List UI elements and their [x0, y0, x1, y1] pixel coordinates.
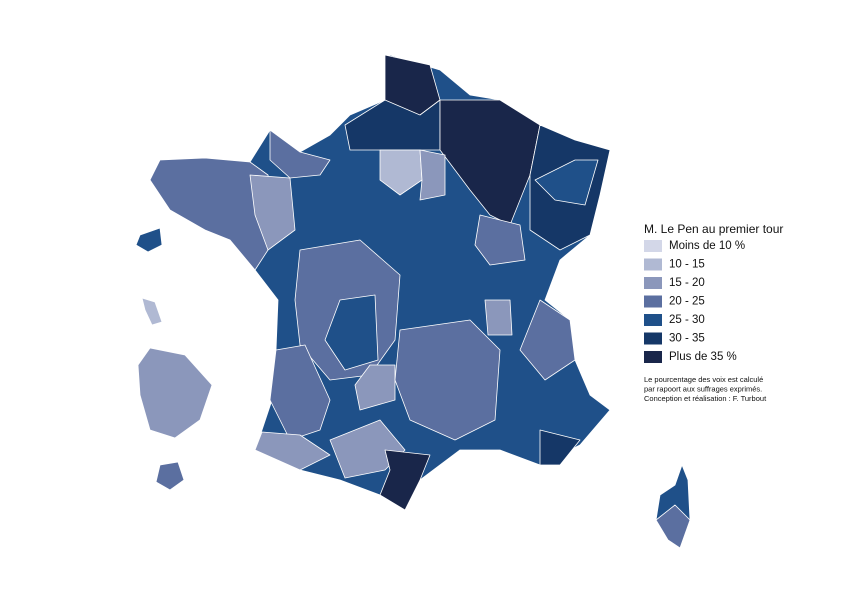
legend-swatch: [644, 277, 662, 289]
department: [379, 149, 423, 196]
legend-swatch: [644, 314, 662, 326]
department: [354, 364, 396, 411]
legend-swatch: [644, 295, 662, 308]
legend-swatch: [644, 240, 662, 252]
overseas: [141, 297, 163, 326]
legend-label: 25 - 30: [669, 314, 705, 326]
department: [324, 294, 379, 371]
department: [269, 344, 331, 441]
legend-swatch: [644, 258, 662, 271]
department: [269, 129, 331, 179]
department: [474, 214, 526, 266]
note-line: Le pourcentage des voix est calculé: [644, 375, 763, 384]
department: [655, 504, 691, 549]
department: [394, 319, 501, 441]
legend-label: Plus de 35 %: [669, 351, 737, 363]
legend: M. Le Pen au premier tour Moins de 10 % 1…: [644, 222, 783, 363]
department: [379, 449, 431, 511]
department: [254, 431, 331, 471]
note-line: par rapoort aux suffrages exprimés.: [644, 384, 762, 393]
department: [539, 429, 581, 466]
department: [419, 149, 446, 201]
legend-swatch: [644, 332, 662, 345]
legend-label: 30 - 35: [669, 333, 705, 345]
department: [149, 157, 276, 271]
note-line: Conception et réalisation : F. Turbout: [644, 394, 767, 403]
department: [249, 174, 296, 251]
department: [534, 159, 599, 206]
legend-label: 20 - 25: [669, 296, 705, 308]
legend-label: Moins de 10 %: [669, 240, 745, 252]
legend-label: 10 - 15: [669, 259, 705, 271]
legend-label: 15 - 20: [669, 277, 705, 289]
department: [519, 299, 576, 381]
legend-swatch: [644, 351, 662, 363]
france-map: [135, 54, 691, 549]
legend-title: M. Le Pen au premier tour: [644, 222, 783, 236]
department: [484, 299, 513, 336]
overseas: [135, 227, 163, 253]
overseas: [155, 461, 185, 491]
overseas: [137, 347, 213, 439]
